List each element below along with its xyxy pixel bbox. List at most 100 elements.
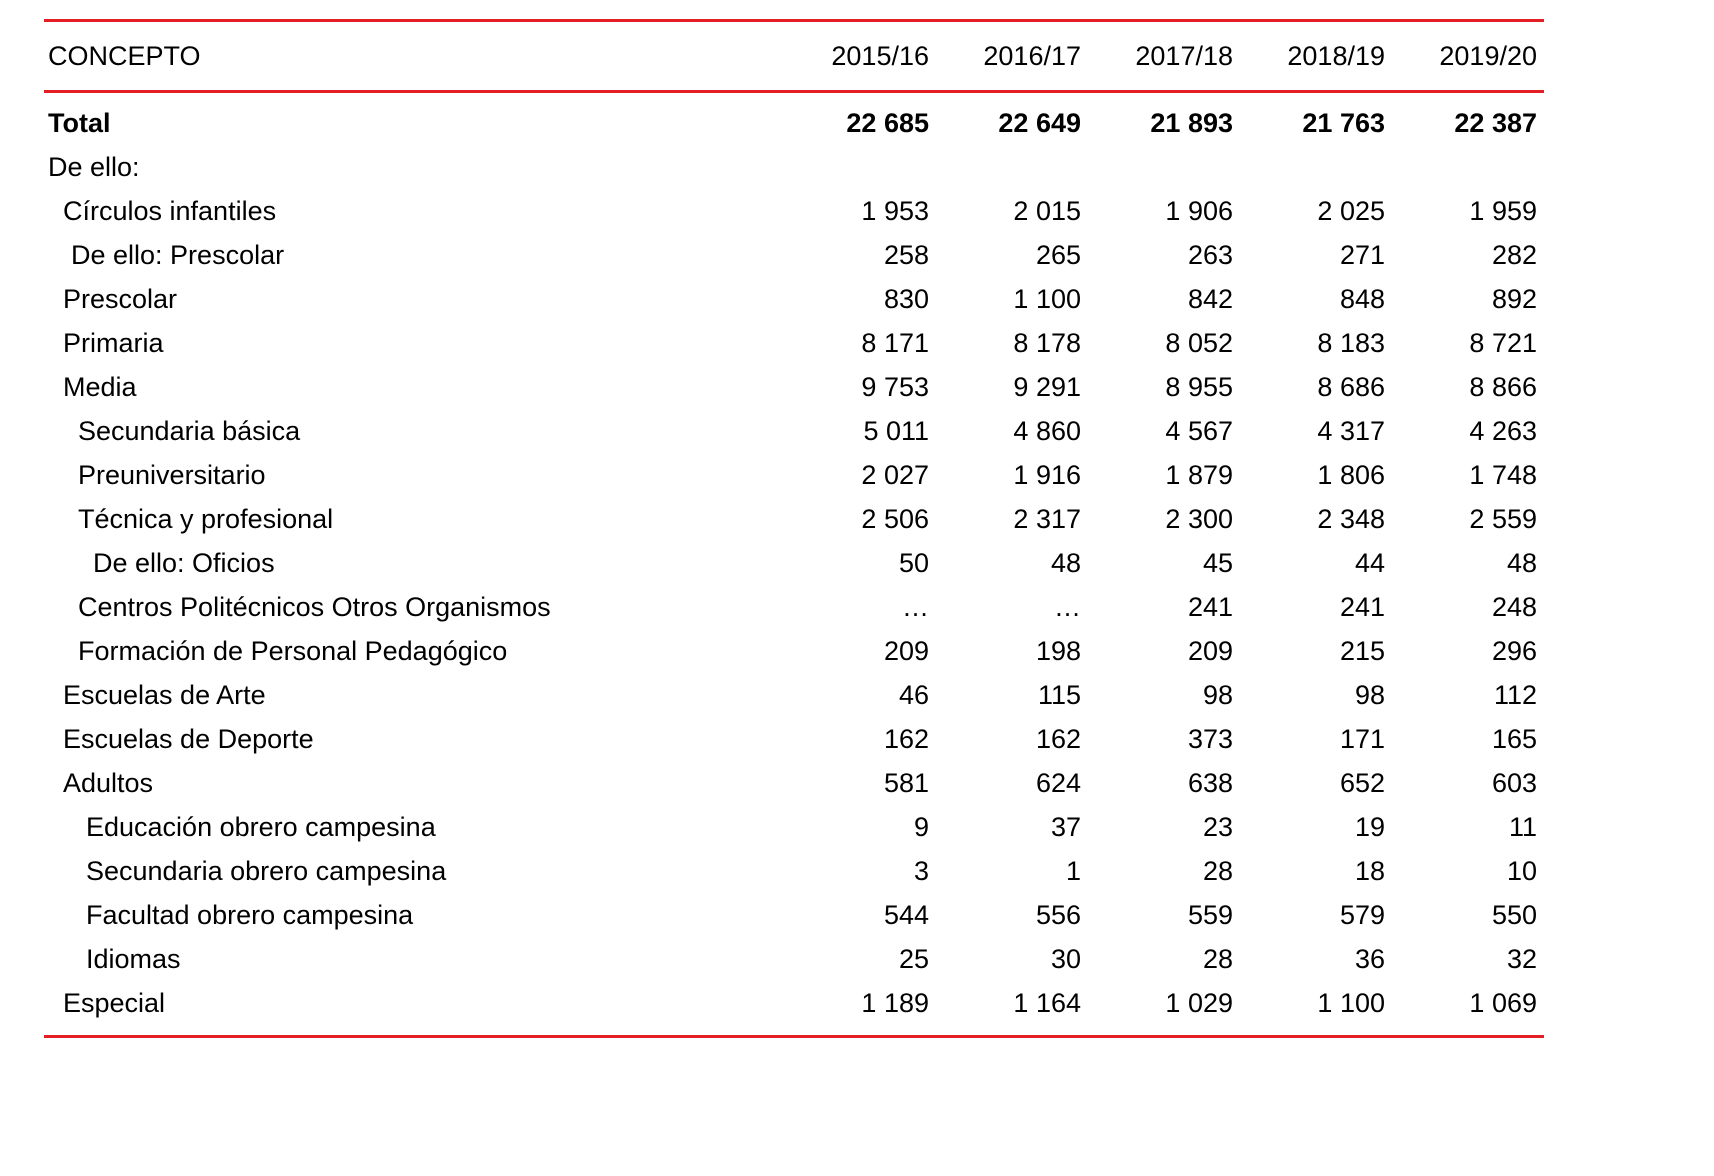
row-label: Secundaria básica <box>78 415 301 446</box>
row-value: 98 <box>1202 679 1233 710</box>
row-value: 603 <box>1491 767 1537 798</box>
row-value: 28 <box>1202 855 1233 886</box>
row-value: 4 567 <box>1165 415 1233 446</box>
row-value: 1 029 <box>1165 987 1233 1018</box>
row-value: 1 959 <box>1469 195 1537 226</box>
row-label: Primaria <box>63 327 164 358</box>
row-label: Secundaria obrero campesina <box>86 855 447 886</box>
row-value: 22 685 <box>846 107 929 138</box>
row-value: 2 027 <box>861 459 929 490</box>
table-row: Especial 1 189 1 164 1 029 1 100 1 069 <box>44 981 1544 1025</box>
row-value: 46 <box>898 679 929 710</box>
row-value: 21 893 <box>1150 107 1233 138</box>
row-value: 18 <box>1354 855 1385 886</box>
table-row: Escuelas de Arte 46 115 98 98 112 <box>44 673 1544 717</box>
row-value: 282 <box>1491 239 1537 270</box>
row-value: 45 <box>1202 547 1233 578</box>
row-value: 638 <box>1187 767 1233 798</box>
row-value: 581 <box>883 767 929 798</box>
row-value: 30 <box>1050 943 1081 974</box>
row-value: … <box>1054 591 1081 622</box>
row-label: Formación de Personal Pedagógico <box>78 635 508 666</box>
row-label: Círculos infantiles <box>63 195 277 226</box>
row-value: 48 <box>1506 547 1537 578</box>
row-value: 50 <box>898 547 929 578</box>
row-value: 165 <box>1491 723 1537 754</box>
row-value: 2 015 <box>1013 195 1081 226</box>
header-rule <box>44 90 1544 93</box>
row-value: 25 <box>898 943 929 974</box>
table-row: Total 22 685 22 649 21 893 21 763 22 387 <box>44 101 1544 145</box>
row-value: 4 317 <box>1317 415 1385 446</box>
row-label: De ello: Oficios <box>93 547 275 578</box>
row-value: 1 189 <box>861 987 929 1018</box>
row-value: 9 <box>913 811 929 842</box>
row-value: 8 866 <box>1469 371 1537 402</box>
row-value: 842 <box>1187 283 1233 314</box>
row-label: De ello: <box>48 151 140 182</box>
row-value: 1 100 <box>1013 283 1081 314</box>
header-row: CONCEPTO 2015/16 2016/17 2017/18 2018/19… <box>44 22 1544 90</box>
table-row: Círculos infantiles 1 953 2 015 1 906 2 … <box>44 189 1544 233</box>
row-value: 209 <box>1187 635 1233 666</box>
row-value: 1 953 <box>861 195 929 226</box>
row-value: 1 879 <box>1165 459 1233 490</box>
row-label: Idiomas <box>86 943 181 974</box>
row-value: 9 753 <box>861 371 929 402</box>
row-value: 215 <box>1339 635 1385 666</box>
row-value: 11 <box>1508 811 1537 842</box>
row-value: 28 <box>1202 943 1233 974</box>
table-row: Prescolar 830 1 100 842 848 892 <box>44 277 1544 321</box>
header-concept: CONCEPTO <box>48 40 201 71</box>
row-value: 550 <box>1491 899 1537 930</box>
row-value: 1 <box>1065 855 1081 886</box>
row-value: 23 <box>1202 811 1233 842</box>
row-value: 112 <box>1493 679 1537 710</box>
row-label: Escuelas de Arte <box>63 679 266 710</box>
row-value: 1 100 <box>1317 987 1385 1018</box>
row-value: 1 748 <box>1469 459 1537 490</box>
row-value: 36 <box>1354 943 1385 974</box>
row-value: 373 <box>1187 723 1233 754</box>
table-row: Educación obrero campesina 9 37 23 19 11 <box>44 805 1544 849</box>
table-row: Secundaria básica 5 011 4 860 4 567 4 31… <box>44 409 1544 453</box>
top-rule <box>44 19 1544 22</box>
table-row: Secundaria obrero campesina 3 1 28 18 10 <box>44 849 1544 893</box>
row-value: 48 <box>1050 547 1081 578</box>
row-label: Escuelas de Deporte <box>63 723 314 754</box>
row-value: 848 <box>1339 283 1385 314</box>
table-row: Centros Politécnicos Otros Organismos … … <box>44 585 1544 629</box>
row-value: 559 <box>1187 899 1233 930</box>
table-row: De ello: Oficios 50 48 45 44 48 <box>44 541 1544 585</box>
row-value: 1 916 <box>1013 459 1081 490</box>
table-row: Adultos 581 624 638 652 603 <box>44 761 1544 805</box>
row-value: 32 <box>1506 943 1537 974</box>
row-value: 2 025 <box>1317 195 1385 226</box>
row-value: 1 906 <box>1165 195 1233 226</box>
row-label: Total <box>48 107 111 138</box>
row-value: 2 559 <box>1469 503 1537 534</box>
row-value: 9 291 <box>1013 371 1081 402</box>
row-label: Preuniversitario <box>78 459 266 490</box>
row-value: 2 317 <box>1013 503 1081 534</box>
table-row: De ello: Prescolar 258 265 263 271 282 <box>44 233 1544 277</box>
table-row: Idiomas 25 30 28 36 32 <box>44 937 1544 981</box>
row-value: 8 171 <box>861 327 929 358</box>
row-value: 4 860 <box>1013 415 1081 446</box>
row-value: 1 806 <box>1317 459 1385 490</box>
row-value: 22 649 <box>998 107 1081 138</box>
row-value: 241 <box>1187 591 1233 622</box>
row-value: 296 <box>1491 635 1537 666</box>
row-value: 248 <box>1491 591 1537 622</box>
row-value: 19 <box>1354 811 1385 842</box>
row-value: 10 <box>1506 855 1537 886</box>
row-value: 8 955 <box>1165 371 1233 402</box>
row-value: 544 <box>883 899 929 930</box>
header-year: 2019/20 <box>1439 40 1537 71</box>
row-label: Educación obrero campesina <box>86 811 436 842</box>
row-value: 8 178 <box>1013 327 1081 358</box>
row-label: Técnica y profesional <box>78 503 334 534</box>
header-year: 2015/16 <box>831 40 929 71</box>
row-value: 8 721 <box>1469 327 1537 358</box>
row-value: 830 <box>883 283 929 314</box>
